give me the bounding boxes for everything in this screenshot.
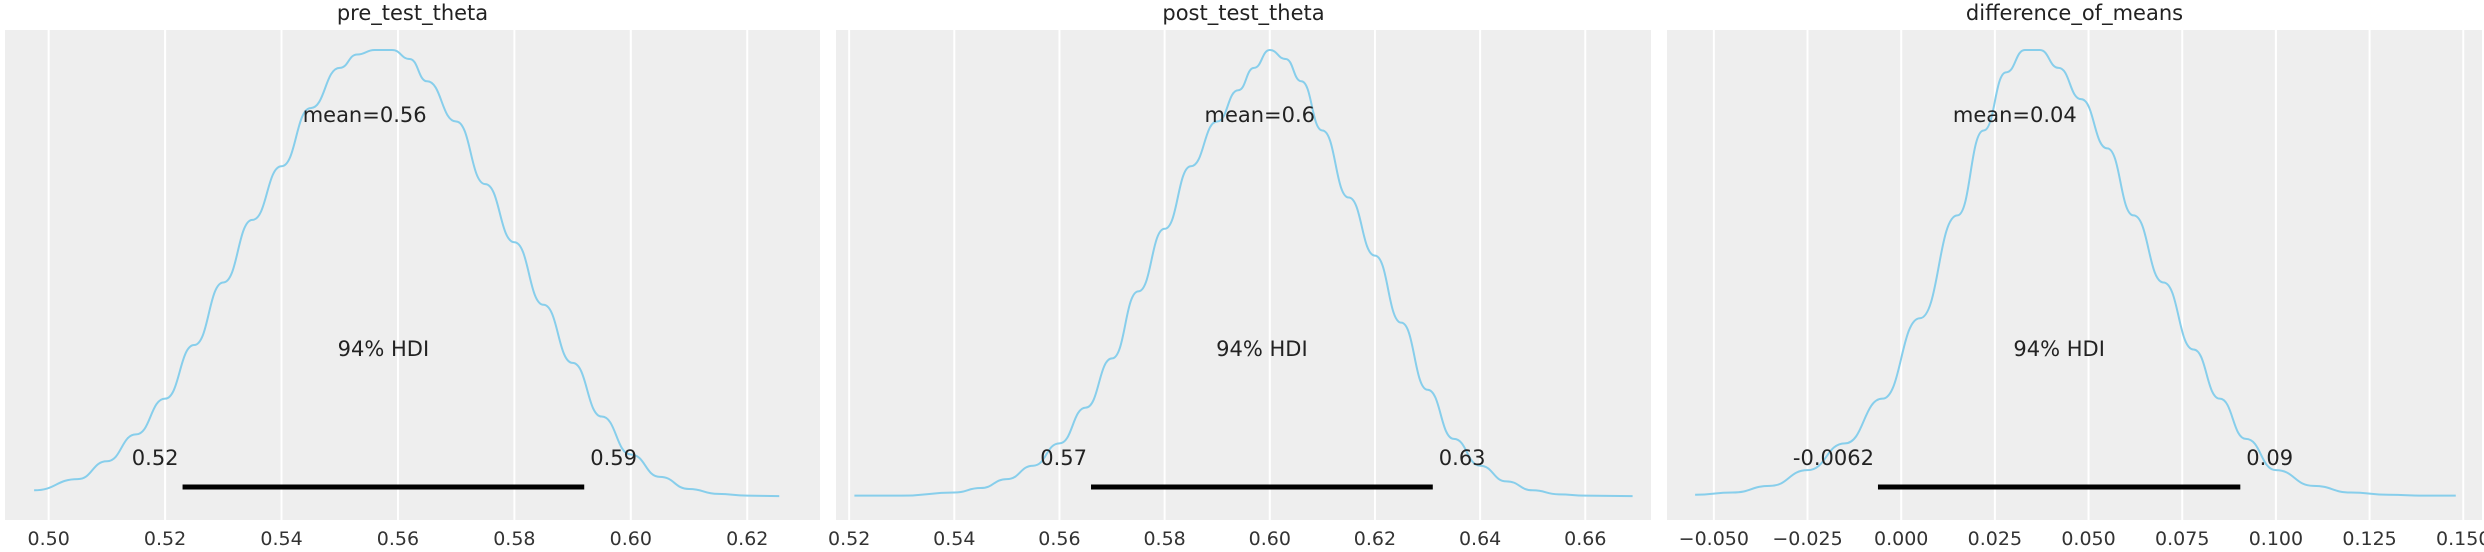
- hdi-label: 94% HDI: [2013, 337, 2105, 361]
- x-tick-label: 0.66: [1564, 528, 1606, 550]
- panel-title: difference_of_means: [1966, 1, 2183, 26]
- x-tick-label: 0.075: [2155, 528, 2209, 550]
- x-tick-label: 0.56: [377, 528, 419, 550]
- x-tick-label: 0.52: [828, 528, 870, 550]
- panel-difference-of-means: difference_of_means mean=0.04 94% HDI -0…: [1667, 1, 2484, 550]
- density-curve: [1695, 49, 2456, 497]
- x-tick-label: 0.62: [1354, 528, 1396, 550]
- density-curve: [34, 49, 780, 498]
- x-tick-label: 0.62: [726, 528, 768, 550]
- x-tick-label: 0.000: [1874, 528, 1928, 550]
- panel-title: pre_test_theta: [337, 1, 488, 26]
- x-tick-label: 0.60: [610, 528, 652, 550]
- grid-lines: [848, 30, 1587, 520]
- x-tick-label: 0.60: [1249, 528, 1291, 550]
- density-curve: [854, 48, 1633, 498]
- x-tick-label: 0.025: [1968, 528, 2022, 550]
- grid-lines: [47, 30, 749, 520]
- hdi-low-label: 0.52: [132, 446, 179, 470]
- x-axis-ticks: 0.52 0.54 0.56 0.58 0.60 0.62 0.64 0.66: [828, 528, 1606, 550]
- x-tick-label: 0.50: [28, 528, 70, 550]
- hdi-label: 94% HDI: [338, 337, 430, 361]
- x-axis-ticks: −0.050 −0.025 0.000 0.025 0.050 0.075 0.100 0.1…: [1679, 528, 2484, 550]
- mean-label: mean=0.56: [303, 103, 427, 127]
- x-tick-label: −0.050: [1679, 528, 1749, 550]
- panel-post-test-theta: post_test_theta mean=0.6 94% HDI 0.57 0.…: [828, 1, 1651, 550]
- panel-title: post_test_theta: [1162, 1, 1324, 26]
- plot-area: [1667, 30, 2482, 520]
- hdi-low-label: -0.0062: [1793, 446, 1874, 470]
- x-axis-ticks: 0.50 0.52 0.54 0.56 0.58 0.60 0.62: [28, 528, 769, 550]
- x-tick-label: 0.050: [2061, 528, 2115, 550]
- x-tick-label: 0.56: [1038, 528, 1080, 550]
- x-tick-label: 0.100: [2249, 528, 2303, 550]
- mean-label: mean=0.04: [1953, 103, 2077, 127]
- hdi-high-label: 0.63: [1439, 446, 1486, 470]
- hdi-high-label: 0.59: [590, 446, 637, 470]
- panel-pre-test-theta: pre_test_theta mean=0.56 94% HDI 0.52 0.…: [5, 1, 820, 550]
- grid-lines: [1712, 30, 2465, 520]
- x-tick-label: 0.54: [933, 528, 975, 550]
- x-tick-label: 0.58: [493, 528, 535, 550]
- x-tick-label: 0.125: [2342, 528, 2396, 550]
- mean-label: mean=0.6: [1205, 103, 1316, 127]
- x-tick-label: 0.64: [1459, 528, 1501, 550]
- x-tick-label: 0.54: [260, 528, 302, 550]
- x-tick-label: 0.52: [144, 528, 186, 550]
- x-tick-label: −0.025: [1772, 528, 1842, 550]
- hdi-high-label: 0.09: [2246, 446, 2293, 470]
- plot-area: [5, 30, 820, 520]
- plot-area: [836, 30, 1651, 520]
- x-tick-label: 0.150: [2436, 528, 2484, 550]
- hdi-low-label: 0.57: [1040, 446, 1087, 470]
- x-tick-label: 0.58: [1143, 528, 1185, 550]
- hdi-label: 94% HDI: [1216, 337, 1308, 361]
